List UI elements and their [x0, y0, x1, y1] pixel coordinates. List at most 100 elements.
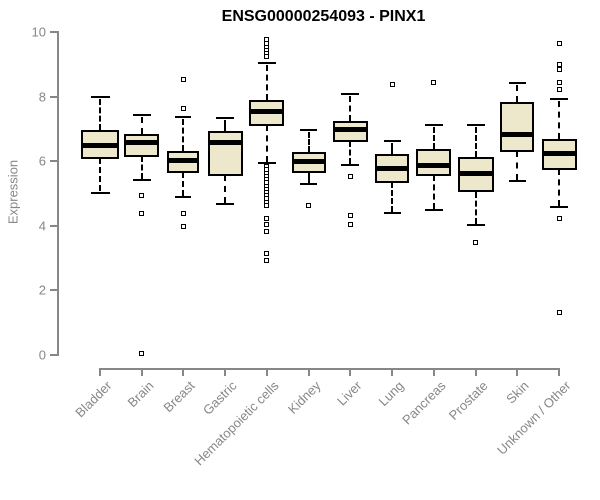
upper-whisker-liver — [349, 95, 352, 122]
upper-cap-lung — [383, 139, 401, 142]
lower-cap-breast — [175, 196, 192, 199]
outlier-liver — [347, 222, 353, 228]
outlier-prostate — [473, 240, 479, 246]
median-liver — [334, 127, 366, 132]
outlier-hematopoietic-cells — [264, 228, 270, 234]
upper-whisker-gastric — [224, 120, 227, 132]
outlier-hematopoietic-cells — [264, 54, 270, 60]
y-tick — [50, 289, 57, 292]
median-gastric — [209, 139, 241, 145]
lower-cap-hematopoietic-cells — [257, 162, 276, 165]
upper-whisker-skin — [516, 84, 519, 103]
upper-whisker-bladder — [99, 99, 101, 130]
lower-cap-gastric — [216, 202, 235, 205]
outlier-unknown-other — [556, 80, 562, 86]
outlier-breast — [180, 223, 186, 229]
lower-whisker-pancreas — [432, 175, 435, 210]
upper-whisker-prostate — [474, 126, 477, 157]
y-tick-label: 2 — [38, 282, 46, 298]
upper-whisker-pancreas — [432, 126, 435, 149]
outlier-hematopoietic-cells — [264, 215, 270, 221]
lower-cap-kidney — [300, 183, 318, 186]
upper-whisker-kidney — [307, 131, 310, 153]
lower-whisker-bladder — [99, 157, 101, 192]
outlier-hematopoietic-cells — [264, 222, 270, 228]
median-breast — [169, 157, 198, 163]
median-hematopoietic-cells — [251, 109, 283, 115]
upper-cap-unknown-other — [550, 97, 568, 100]
outlier-kidney — [306, 202, 312, 208]
box-brain — [124, 134, 160, 157]
y-tick-label: 10 — [31, 24, 46, 40]
x-tick-pancreas — [432, 370, 435, 376]
upper-cap-kidney — [300, 128, 318, 131]
median-unknown-other — [543, 151, 575, 157]
y-tick-label: 8 — [38, 89, 46, 105]
upper-cap-gastric — [216, 117, 235, 120]
x-tick-unknown-other — [558, 370, 560, 376]
x-tick-brain — [140, 370, 143, 376]
upper-cap-bladder — [90, 96, 110, 99]
outlier-unknown-other — [556, 86, 562, 92]
outlier-unknown-other — [556, 41, 562, 47]
upper-cap-liver — [341, 92, 360, 95]
outlier-unknown-other — [556, 309, 562, 315]
x-axis-line — [99, 368, 560, 370]
y-tick — [50, 95, 57, 98]
median-prostate — [459, 170, 492, 176]
lower-whisker-brain — [140, 155, 143, 179]
x-tick-breast — [182, 370, 185, 376]
median-bladder — [83, 143, 117, 149]
x-tick-kidney — [307, 370, 310, 376]
box-gastric — [207, 131, 243, 177]
upper-cap-breast — [175, 115, 192, 118]
median-kidney — [293, 159, 324, 165]
median-skin — [502, 131, 533, 137]
outlier-lung — [389, 81, 395, 87]
x-tick-hematopoietic-cells — [265, 370, 268, 376]
median-brain — [126, 139, 158, 145]
lower-whisker-liver — [349, 141, 352, 165]
lower-whisker-prostate — [474, 191, 477, 224]
outlier-unknown-other — [556, 62, 562, 68]
upper-whisker-brain — [140, 116, 143, 135]
upper-whisker-unknown-other — [558, 100, 560, 140]
upper-cap-brain — [132, 113, 151, 116]
outlier-breast — [180, 76, 186, 82]
y-tick — [50, 224, 57, 227]
outlier-liver — [347, 173, 353, 179]
outlier-liver — [347, 212, 353, 218]
lower-whisker-breast — [182, 172, 185, 197]
lower-cap-skin — [508, 180, 526, 183]
lower-whisker-lung — [391, 181, 394, 213]
outlier-brain — [139, 350, 145, 356]
lower-whisker-hematopoietic-cells — [265, 125, 268, 163]
median-lung — [377, 165, 408, 171]
x-tick-bladder — [99, 370, 101, 376]
lower-whisker-unknown-other — [558, 168, 560, 207]
lower-whisker-kidney — [307, 172, 310, 184]
y-tick-label: 4 — [38, 218, 46, 234]
upper-cap-pancreas — [424, 123, 443, 126]
upper-whisker-hematopoietic-cells — [265, 65, 268, 101]
lower-cap-bladder — [90, 191, 110, 194]
x-tick-skin — [516, 370, 519, 376]
y-tick — [50, 31, 57, 33]
upper-cap-prostate — [466, 123, 485, 126]
x-tick-prostate — [474, 370, 477, 376]
upper-whisker-lung — [391, 142, 394, 154]
outlier-brain — [139, 193, 145, 199]
y-axis-label: Expression — [5, 159, 21, 225]
lower-cap-unknown-other — [550, 206, 568, 209]
lower-whisker-skin — [516, 151, 519, 181]
upper-cap-skin — [508, 81, 526, 84]
lower-cap-brain — [132, 178, 151, 181]
lower-cap-prostate — [466, 223, 485, 226]
outlier-hematopoietic-cells — [264, 257, 270, 263]
y-axis-line — [57, 31, 59, 356]
outlier-brain — [139, 210, 145, 216]
x-tick-lung — [391, 370, 394, 376]
outlier-breast — [180, 106, 186, 112]
box-skin — [500, 102, 535, 153]
